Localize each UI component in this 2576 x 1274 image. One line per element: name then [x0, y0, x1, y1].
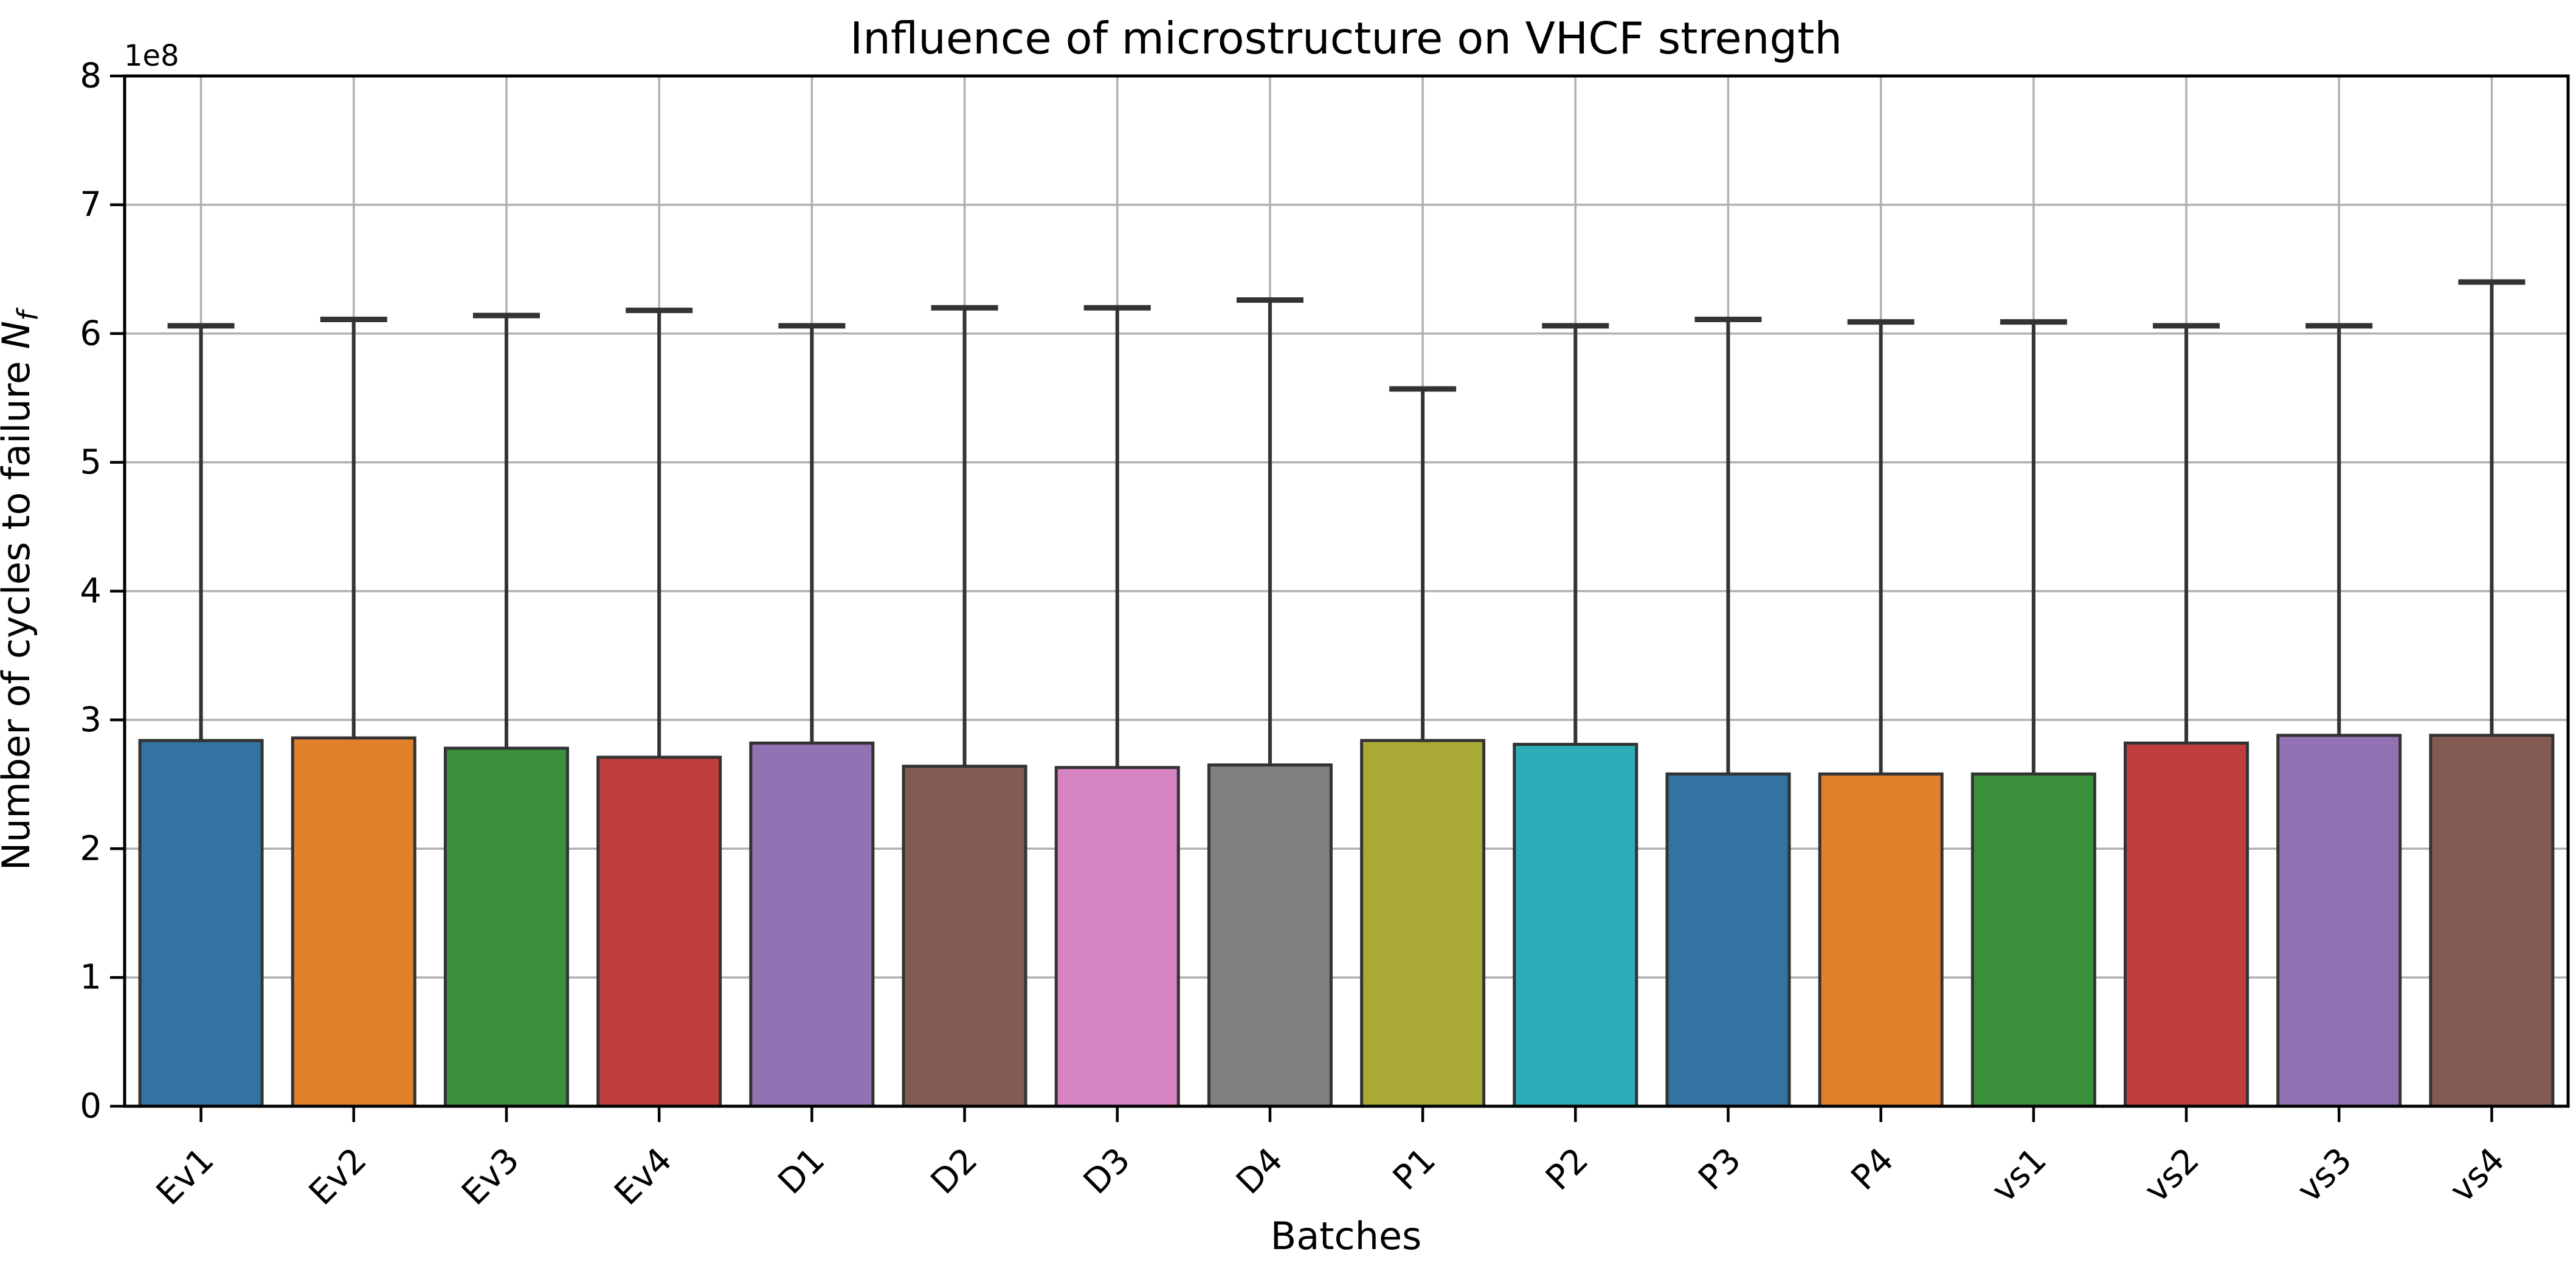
y-tick-label: 3: [80, 700, 102, 740]
bar-D4: [1207, 763, 1333, 1108]
chart-title: Influence of microstructure on VHCF stre…: [850, 13, 1842, 64]
bar-P3: [1665, 772, 1791, 1108]
y-tick-label: 1: [80, 958, 102, 997]
error-bars: [167, 279, 2526, 774]
bar-D1: [749, 742, 875, 1108]
x-axis-ticks: [199, 1106, 2493, 1122]
bar-D2: [902, 765, 1027, 1108]
y-tick-label: 0: [80, 1087, 102, 1126]
bar-Ev3: [443, 746, 569, 1108]
bar-P1: [1360, 739, 1486, 1108]
y-tick-label: 2: [80, 829, 102, 869]
bar-Ev4: [596, 756, 722, 1108]
bar-vs1: [1970, 772, 2096, 1108]
bar-Ev2: [291, 736, 416, 1108]
y-tick-label: 6: [80, 314, 102, 353]
bar-D3: [1054, 766, 1180, 1108]
y-tick-label: 5: [80, 442, 102, 482]
bar-vs3: [2276, 734, 2402, 1108]
bar-P4: [1818, 772, 1944, 1108]
y-axis-offset-label: 1e8: [124, 39, 179, 73]
x-axis-label: Batches: [1271, 1214, 1422, 1258]
bars: [138, 734, 2555, 1108]
y-axis-label: Number of cycles to failure Nf: [0, 308, 44, 870]
y-tick-label: 7: [80, 185, 102, 224]
bar-P2: [1513, 743, 1638, 1108]
bar-Ev1: [138, 739, 264, 1108]
bar-vs4: [2429, 734, 2555, 1108]
y-tick-label: 8: [80, 57, 102, 96]
y-tick-labels: 0 1 2 3 4 5 6 7 8: [80, 57, 102, 1126]
bar-vs2: [2124, 742, 2250, 1108]
y-tick-label: 4: [80, 571, 102, 611]
y-axis-ticks: [110, 74, 125, 1108]
